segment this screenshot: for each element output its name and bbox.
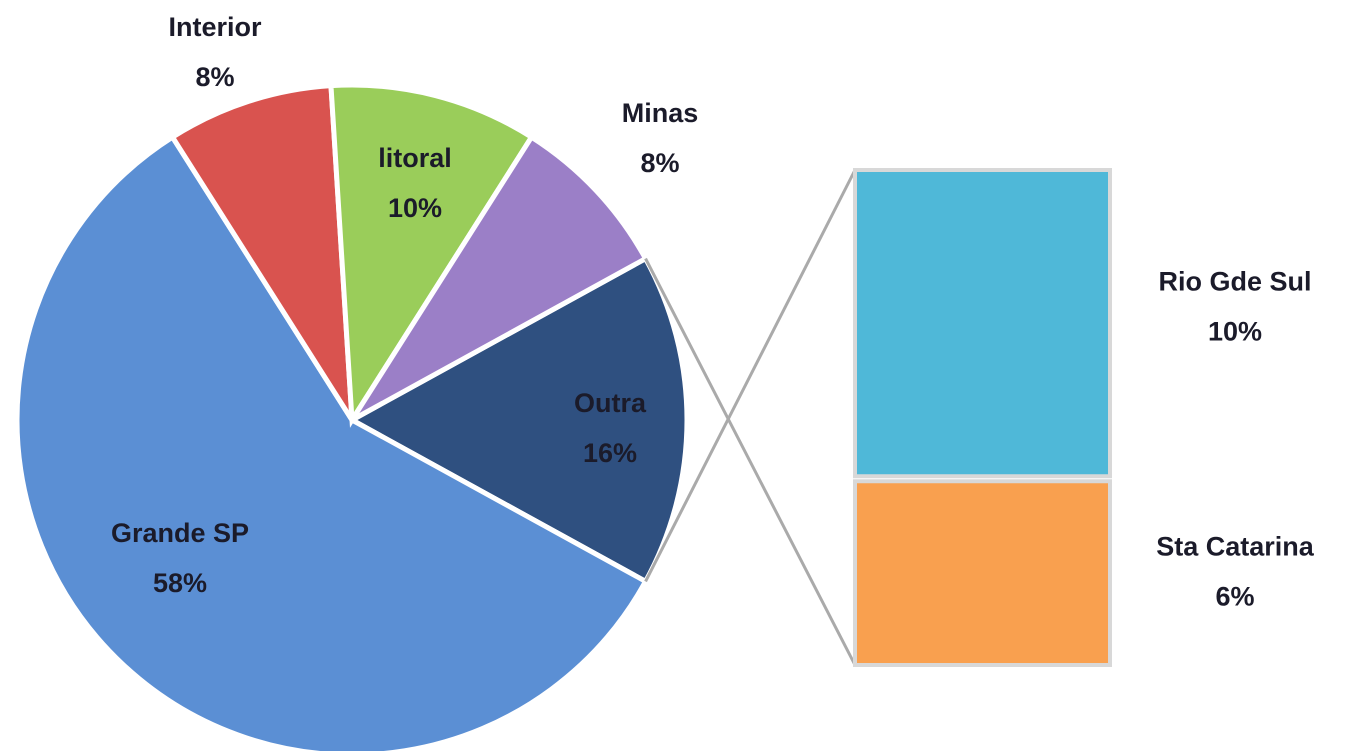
slice-label: Outra [574,388,647,418]
bar-value-label: 10% [1208,316,1262,346]
bar-value-label: 6% [1215,581,1254,611]
connector-line [644,257,857,666]
pie-slice [349,133,649,423]
slice-value-label: 16% [583,438,637,468]
slice-value-label: 10% [388,193,442,223]
slice-label: Grande SP [111,518,249,548]
bar-segment [853,479,1112,667]
connector-line [644,169,857,583]
pie-slice [14,133,649,751]
bar-segment [853,168,1112,479]
slice-label: Interior [168,12,262,42]
pie-slice [328,82,535,428]
slice-value-label: 8% [640,148,679,178]
bar-label: Sta Catarina [1156,531,1315,561]
slice-value-label: 58% [153,568,207,598]
pie-slice [169,83,355,422]
slice-value-label: 8% [195,62,234,92]
slice-label: litoral [378,143,452,173]
bar-label: Rio Gde Sul [1158,266,1311,296]
slice-label: Minas [622,98,699,128]
